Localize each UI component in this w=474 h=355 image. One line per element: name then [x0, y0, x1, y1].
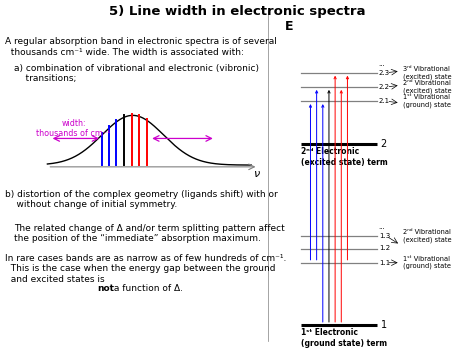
Text: width:
thousands of cm⁻¹: width: thousands of cm⁻¹ [36, 119, 110, 138]
Text: 2.2: 2.2 [379, 84, 390, 90]
Text: A regular absorption band in electronic spectra is of several
  thousands cm⁻¹ w: A regular absorption band in electronic … [5, 37, 277, 57]
Text: ν: ν [254, 169, 260, 179]
Text: 1ˢᵗ Vibrational
(ground) state: 1ˢᵗ Vibrational (ground) state [403, 256, 451, 269]
Text: 1: 1 [381, 320, 387, 330]
Text: 2.3: 2.3 [379, 70, 390, 76]
Text: 5) Line width in electronic spectra: 5) Line width in electronic spectra [109, 5, 365, 18]
Text: b) distortion of the complex geometry (ligands shift) with or
    without change: b) distortion of the complex geometry (l… [5, 190, 277, 209]
Text: 2.1: 2.1 [379, 98, 390, 104]
Text: The related change of Δ and/or term splitting pattern affect
the position of the: The related change of Δ and/or term spli… [14, 224, 285, 243]
Text: a function of Δ.: a function of Δ. [111, 284, 183, 293]
Text: 1.2: 1.2 [379, 246, 390, 251]
Text: 2ⁿᵈ Vibrational
(excited) state: 2ⁿᵈ Vibrational (excited) state [403, 80, 452, 94]
Text: In rare cases bands are as narrow as of few hundreds of cm⁻¹.
  This is the case: In rare cases bands are as narrow as of … [5, 254, 286, 284]
Text: 1.3: 1.3 [379, 233, 390, 239]
Text: 3ʳᵈ Vibrational
(excited) state: 3ʳᵈ Vibrational (excited) state [403, 66, 452, 80]
Text: E: E [284, 20, 293, 33]
Text: ...: ... [379, 61, 385, 67]
Text: 2ⁿᵈ Electronic
(excited state) term: 2ⁿᵈ Electronic (excited state) term [301, 147, 388, 167]
Text: 1ˢᵗ Vibrational
(ground) state: 1ˢᵗ Vibrational (ground) state [403, 94, 451, 108]
Text: 1.1: 1.1 [379, 260, 390, 266]
Text: not: not [97, 284, 114, 293]
Text: 2: 2 [381, 139, 387, 149]
Text: ...: ... [379, 224, 385, 230]
Text: 2ⁿᵈ Vibrational
(excited) state: 2ⁿᵈ Vibrational (excited) state [403, 229, 452, 243]
Text: a) combination of vibrational and electronic (vibronic)
    transitions;: a) combination of vibrational and electr… [14, 64, 259, 83]
Text: 1ˢᵗ Electronic
(ground state) term: 1ˢᵗ Electronic (ground state) term [301, 328, 387, 348]
